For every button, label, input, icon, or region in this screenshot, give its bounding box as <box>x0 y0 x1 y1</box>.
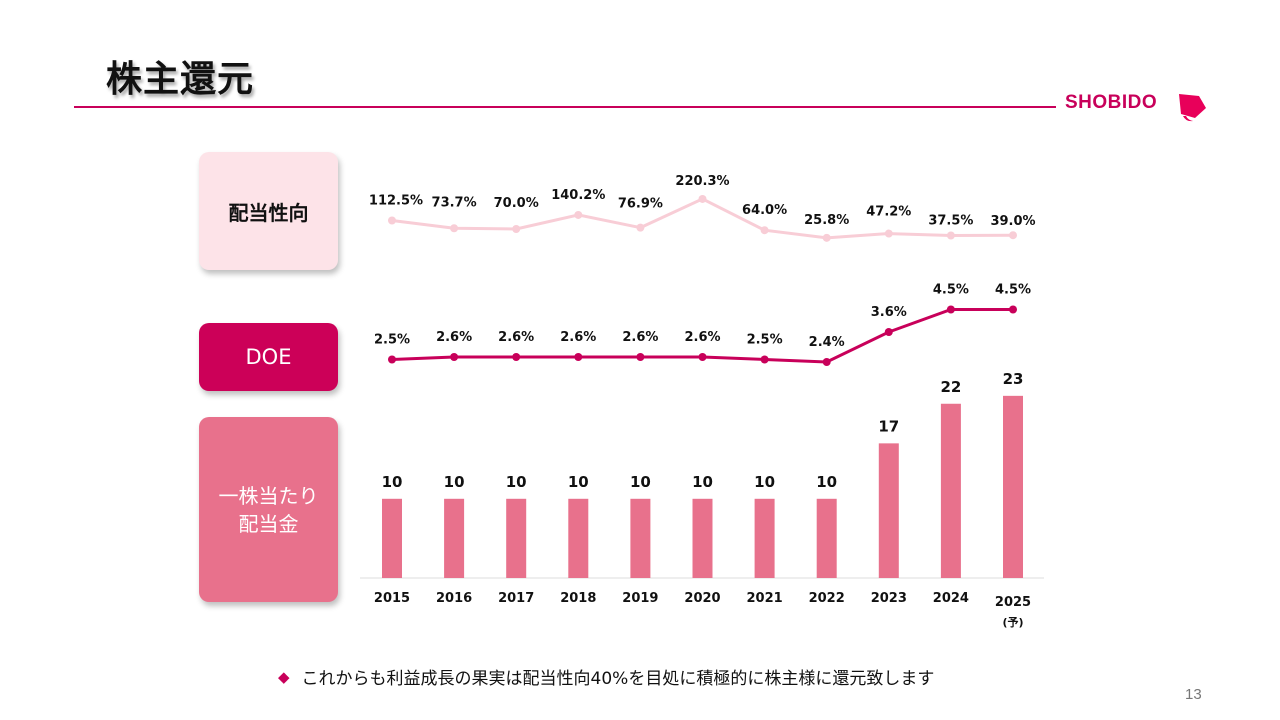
year-tick-label: 2017 <box>498 591 534 606</box>
dividend-bar <box>1003 395 1023 578</box>
doe-value-label: 4.5% <box>995 283 1031 298</box>
year-tick-label: 2019 <box>622 591 658 606</box>
dividend-value-label: 10 <box>630 473 651 491</box>
payout-ratio-point <box>512 225 521 233</box>
dividend-value-label: 10 <box>506 473 527 491</box>
doe-value-label: 2.5% <box>374 333 410 348</box>
dividend-value-label: 10 <box>382 473 403 491</box>
logo-text: SHOBIDO <box>1065 92 1158 113</box>
dividend-value-label: 22 <box>940 378 961 396</box>
year-tick-label: 2023 <box>871 591 907 606</box>
payout-ratio-value-label: 64.0% <box>742 203 787 218</box>
payout-ratio-value-label: 47.2% <box>866 205 911 220</box>
payout-ratio-value-label: 140.2% <box>551 188 605 203</box>
dividend-bar <box>692 498 713 578</box>
doe-point <box>760 355 769 364</box>
doe-point <box>884 328 893 336</box>
payout-ratio-value-label: 73.7% <box>432 195 477 210</box>
payout-ratio-text: 配当性向 <box>228 200 309 225</box>
doe-value-label: 4.5% <box>933 283 969 298</box>
doe-value-label: 2.6% <box>684 330 720 345</box>
payout-ratio-point <box>698 194 707 203</box>
payout-ratio-value-label: 37.5% <box>928 214 973 229</box>
doe-value-label: 2.6% <box>436 330 472 345</box>
dps-text-line1: 一株当たり <box>218 483 319 508</box>
doe-point <box>574 353 583 361</box>
doe-point <box>822 358 831 366</box>
page-title: 株主還元 <box>106 59 255 100</box>
dividend-bar <box>382 498 402 578</box>
dividend-bar <box>878 443 899 578</box>
payout-ratio-point <box>822 233 831 242</box>
doe-point <box>636 353 645 361</box>
forecast-tick-label: (予) <box>1002 616 1023 629</box>
payout-ratio-point <box>1009 231 1017 240</box>
company-logo: SHOBIDO <box>1065 92 1157 114</box>
dividend-bar <box>630 498 651 578</box>
dividend-value-label: 23 <box>1003 370 1024 388</box>
doe-value-label: 2.6% <box>622 330 658 345</box>
payout-ratio-value-label: 220.3% <box>675 174 729 189</box>
dividend-value-label: 10 <box>816 473 837 491</box>
dividend-bar <box>568 498 589 578</box>
payout-ratio-value-label: 25.8% <box>804 213 849 228</box>
dividend-bar <box>940 403 961 578</box>
dividend-value-label: 10 <box>568 473 589 491</box>
dps-text-line2: 配当金 <box>238 511 299 536</box>
payout-ratio-value-label: 112.5% <box>369 194 423 209</box>
dividend-bar <box>754 498 775 578</box>
dividend-value-label: 17 <box>878 417 899 435</box>
payout-ratio-point <box>636 223 645 232</box>
payout-ratio-value-label: 76.9% <box>618 197 663 212</box>
year-tick-label: 2020 <box>684 591 720 606</box>
dividend-value-label: 10 <box>444 473 465 491</box>
year-tick-label: 2018 <box>560 591 596 606</box>
year-tick-label: 2024 <box>933 591 969 606</box>
payout-ratio-line <box>391 197 1014 240</box>
footer-note: ◆ これからも利益成長の果実は配当性向40%を目処に積極的に株主様に還元致します <box>278 664 935 690</box>
year-tick-label: 2016 <box>436 591 472 606</box>
doe-text: DOE <box>245 345 292 369</box>
year-tick-label: 2015 <box>374 591 410 606</box>
payout-ratio-point <box>760 226 769 235</box>
dividend-bar <box>444 498 465 578</box>
year-tick-label: 2022 <box>809 591 845 606</box>
dividend-value-label: 10 <box>692 473 713 491</box>
payout-ratio-label: 配当性向 <box>199 152 338 270</box>
doe-point <box>946 305 955 314</box>
doe-value-label: 2.5% <box>747 333 783 348</box>
payout-ratio-point <box>388 216 396 225</box>
doe-point <box>388 355 396 364</box>
doe-point <box>450 353 459 361</box>
doe-label: DOE <box>199 323 338 391</box>
payout-ratio-point <box>574 210 583 219</box>
doe-point <box>512 353 521 361</box>
payout-ratio-point <box>946 231 955 240</box>
doe-value-label: 2.6% <box>560 330 596 345</box>
dividend-value-label: 10 <box>754 473 775 491</box>
doe-point <box>698 353 707 361</box>
logo-petal-icon <box>1179 94 1206 122</box>
dividend-bar <box>506 498 527 578</box>
footer-text: これからも利益成長の果実は配当性向40%を目処に積極的に株主様に還元致します <box>301 669 935 689</box>
payout-ratio-point <box>450 224 459 233</box>
doe-point <box>1009 305 1017 314</box>
page-number: 13 <box>1185 686 1202 703</box>
title-divider <box>74 106 1056 108</box>
dividend-bar <box>816 498 837 578</box>
dividend-per-share-label: 一株当たり 配当金 <box>199 417 338 602</box>
payout-ratio-point <box>884 229 893 238</box>
doe-value-label: 2.4% <box>809 335 845 350</box>
shareholder-return-chart: 112.5% 73.7% 70.0% 140.2% 76.9% 220.3% 64.0% 25… <box>360 174 1044 629</box>
year-tick-label: 2021 <box>747 591 783 606</box>
doe-value-label: 2.6% <box>498 330 534 345</box>
year-tick-label: 2025 <box>995 595 1031 610</box>
bullet-diamond-icon: ◆ <box>278 667 290 686</box>
doe-value-label: 3.6% <box>871 305 907 320</box>
payout-ratio-value-label: 39.0% <box>990 214 1035 229</box>
payout-ratio-value-label: 70.0% <box>494 196 539 211</box>
